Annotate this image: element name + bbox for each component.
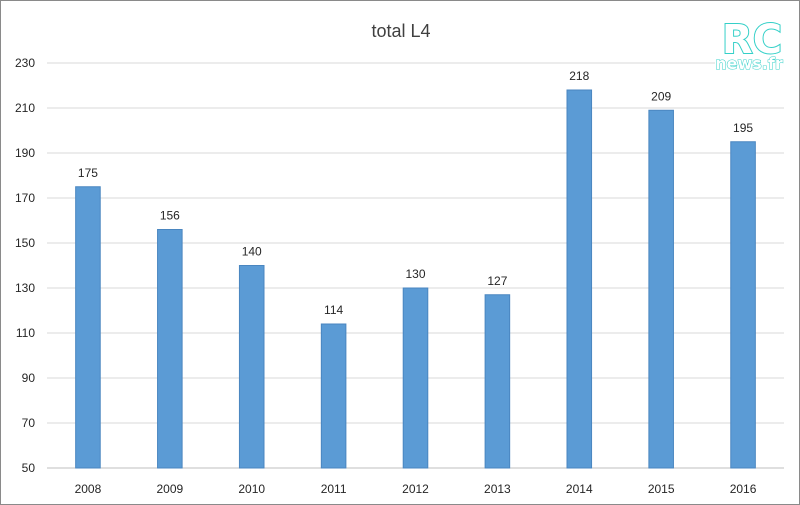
data-label-2013: 127: [487, 274, 507, 288]
x-tick-label-2010: 2010: [238, 482, 265, 496]
rcnews-logo: RC news.fr: [715, 16, 789, 74]
x-tick-label-2015: 2015: [648, 482, 675, 496]
data-label-2016: 195: [733, 121, 753, 135]
bar-2012: [402, 287, 429, 469]
y-tick-label: 50: [22, 461, 36, 475]
bar-2015: [648, 109, 674, 469]
bars: [75, 89, 756, 469]
y-axis-ticks: 50 70 90 110 130 150 170 190 210 230: [15, 56, 35, 475]
y-tick-label: 70: [22, 416, 36, 430]
y-tick-label: 190: [15, 146, 35, 160]
bar-2011: [320, 323, 347, 469]
y-tick-label: 210: [15, 101, 35, 115]
y-tick-label: 170: [15, 191, 35, 205]
data-label-2009: 156: [160, 209, 180, 223]
x-tick-label-2008: 2008: [75, 482, 102, 496]
y-tick-label: 110: [16, 326, 35, 340]
x-tick-label-2013: 2013: [484, 482, 511, 496]
y-tick-label: 150: [15, 236, 35, 250]
y-tick-label: 90: [22, 371, 36, 385]
data-label-2010: 140: [242, 245, 262, 259]
data-label-2008: 175: [78, 166, 98, 180]
bar-2008: [75, 186, 101, 469]
x-tick-label-2009: 2009: [156, 482, 183, 496]
x-tick-label-2016: 2016: [730, 482, 757, 496]
x-tick-label-2011: 2011: [321, 482, 347, 496]
logo-rc-text: RC: [722, 17, 782, 63]
bar-2014: [566, 89, 593, 469]
x-tick-label-2014: 2014: [566, 482, 593, 496]
data-label-2015: 209: [651, 89, 671, 103]
data-label-2012: 130: [405, 267, 425, 281]
bar-2010: [238, 265, 265, 469]
x-tick-label-2012: 2012: [402, 482, 429, 496]
data-labels: 175 156 140 114 130 127 218 209 195: [78, 69, 753, 317]
y-tick-label: 130: [15, 281, 35, 295]
bar-2009: [157, 229, 183, 469]
bar-2013: [484, 294, 511, 469]
y-tick-label: 230: [15, 56, 35, 70]
chart-title: total L4: [371, 21, 430, 41]
logo-news-text: news.fr: [715, 54, 783, 73]
bar-2016: [730, 141, 756, 469]
x-axis-ticks: 2008 2009 2010 2011 2012 2013 2014 2015 2016: [75, 482, 757, 496]
data-label-2011: 114: [324, 303, 343, 317]
data-label-2014: 218: [569, 69, 589, 83]
